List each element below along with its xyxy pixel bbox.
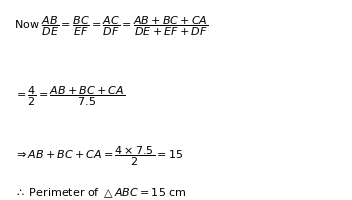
Text: $\Rightarrow AB+BC+CA = \dfrac{4 \times 7.5}{2} = 15$: $\Rightarrow AB+BC+CA = \dfrac{4 \times … [14,144,183,167]
Text: $\therefore$ Perimeter of $\triangle ABC = 15$ cm: $\therefore$ Perimeter of $\triangle ABC… [14,186,187,199]
Text: $= \dfrac{4}{2} = \dfrac{AB+BC+CA}{7.5}$: $= \dfrac{4}{2} = \dfrac{AB+BC+CA}{7.5}$ [14,84,125,107]
Text: Now $\dfrac{AB}{DE} = \dfrac{BC}{EF} = \dfrac{AC}{DF} = \dfrac{AB+BC+CA}{DE+EF+D: Now $\dfrac{AB}{DE} = \dfrac{BC}{EF} = \… [14,14,209,37]
